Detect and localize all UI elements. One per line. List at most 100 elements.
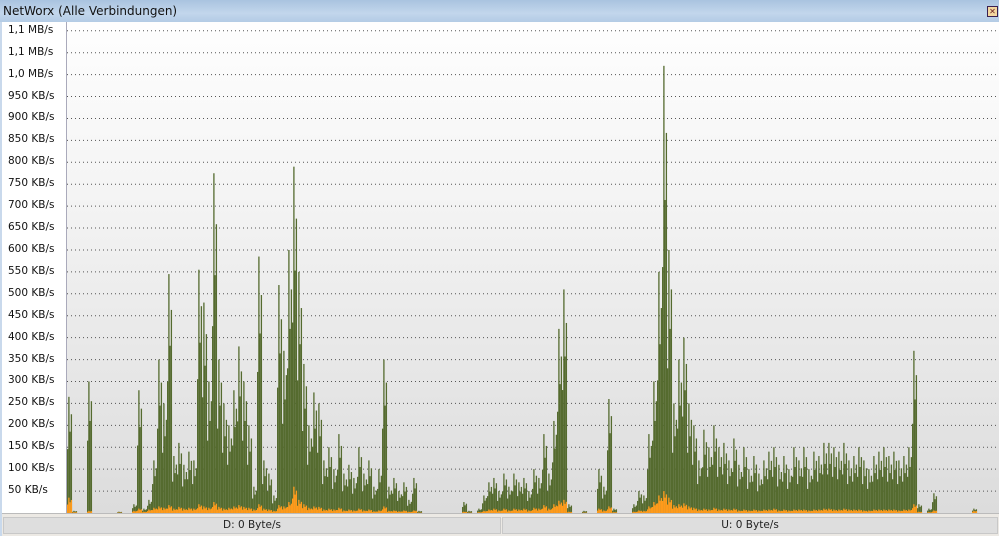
download-bar bbox=[597, 489, 598, 513]
download-bar bbox=[262, 484, 263, 513]
download-bar bbox=[657, 380, 658, 513]
download-bar bbox=[605, 495, 606, 513]
download-bar bbox=[415, 488, 416, 513]
download-bar bbox=[345, 485, 346, 513]
upload-bar bbox=[300, 504, 301, 513]
upload-bar bbox=[313, 506, 314, 513]
upload-bar bbox=[301, 502, 302, 513]
download-bar bbox=[767, 479, 768, 513]
y-tick-label: 1,1 MB/s bbox=[8, 24, 53, 36]
download-bar bbox=[162, 453, 163, 513]
download-bar bbox=[835, 467, 836, 513]
download-bar bbox=[832, 477, 833, 513]
download-bar bbox=[152, 484, 153, 513]
download-bar bbox=[726, 453, 727, 513]
download-bar bbox=[512, 491, 513, 513]
download-bar bbox=[483, 495, 484, 513]
download-bar bbox=[707, 477, 708, 513]
download-bar bbox=[305, 409, 306, 513]
download-bar bbox=[301, 308, 302, 513]
download-bar bbox=[761, 479, 762, 513]
download-bar bbox=[178, 443, 179, 513]
download-bar bbox=[661, 308, 662, 513]
download-bar bbox=[610, 433, 611, 513]
close-icon[interactable]: ✕ bbox=[987, 6, 998, 17]
download-bar bbox=[287, 368, 288, 513]
download-bar bbox=[260, 333, 261, 513]
download-bar bbox=[538, 478, 539, 513]
upload-bar bbox=[203, 506, 204, 513]
download-bar bbox=[410, 504, 411, 513]
download-bar bbox=[291, 289, 292, 513]
download-bar bbox=[252, 499, 253, 513]
download-bar bbox=[175, 473, 176, 513]
upload-bar bbox=[306, 506, 307, 513]
download-bar bbox=[800, 476, 801, 513]
download-bar bbox=[856, 465, 857, 513]
y-tick-label: 600 KB/s bbox=[8, 243, 54, 255]
download-bar bbox=[822, 474, 823, 513]
download-bar bbox=[170, 346, 171, 513]
download-bar bbox=[780, 479, 781, 513]
download-bar bbox=[201, 306, 202, 513]
download-bar bbox=[773, 447, 774, 513]
download-bar bbox=[836, 457, 837, 513]
download-bar bbox=[691, 420, 692, 513]
download-bar bbox=[815, 470, 816, 513]
download-bar bbox=[265, 476, 266, 513]
download-bar bbox=[672, 453, 673, 513]
download-bar bbox=[825, 464, 826, 513]
download-bar bbox=[553, 421, 554, 513]
download-bar bbox=[705, 455, 706, 513]
download-bar bbox=[656, 401, 657, 513]
download-bar bbox=[501, 494, 502, 513]
download-bar bbox=[686, 364, 687, 513]
download-bar bbox=[778, 465, 779, 513]
download-bar bbox=[351, 472, 352, 513]
upload-rate: U: 0 Byte/s bbox=[502, 517, 998, 534]
download-bar bbox=[498, 491, 499, 513]
download-bar bbox=[362, 491, 363, 513]
download-bar bbox=[247, 465, 248, 513]
download-bar bbox=[908, 447, 909, 513]
upload-bar bbox=[916, 506, 917, 513]
upload-bar bbox=[198, 504, 199, 513]
status-bar: D: 0 Byte/s U: 0 Byte/s bbox=[2, 513, 999, 536]
download-bar bbox=[465, 505, 466, 513]
download-bar bbox=[845, 464, 846, 513]
download-bar bbox=[760, 485, 761, 513]
download-bar bbox=[562, 390, 563, 513]
download-bar bbox=[176, 465, 177, 513]
download-bar bbox=[323, 460, 324, 513]
download-bar bbox=[277, 388, 278, 513]
download-bar bbox=[357, 477, 358, 513]
download-bar bbox=[200, 343, 201, 513]
download-bar bbox=[310, 452, 311, 513]
upload-bar bbox=[158, 506, 159, 513]
download-bar bbox=[700, 476, 701, 513]
download-bar bbox=[805, 467, 806, 513]
download-bar bbox=[371, 468, 372, 513]
download-bar bbox=[932, 502, 933, 513]
download-bar bbox=[772, 477, 773, 513]
download-bar bbox=[156, 468, 157, 513]
download-bar bbox=[861, 457, 862, 513]
download-bar bbox=[400, 498, 401, 513]
download-bar bbox=[466, 504, 467, 513]
download-bar bbox=[286, 375, 287, 513]
y-tick-label: 100 KB/s bbox=[8, 462, 54, 474]
download-bar bbox=[496, 483, 497, 513]
download-bar bbox=[333, 469, 334, 513]
download-bar bbox=[820, 473, 821, 513]
download-bar bbox=[666, 133, 667, 513]
download-bar bbox=[877, 479, 878, 513]
download-bar bbox=[255, 495, 256, 513]
title-bar: NetWorx (Alle Verbindungen) ✕ bbox=[0, 0, 999, 22]
download-bar bbox=[936, 496, 937, 513]
download-bar bbox=[220, 406, 221, 513]
download-bar bbox=[207, 441, 208, 513]
upload-bar bbox=[296, 491, 297, 513]
download-bar bbox=[510, 495, 511, 513]
y-tick-label: 900 KB/s bbox=[8, 111, 54, 123]
download-bar bbox=[711, 457, 712, 513]
